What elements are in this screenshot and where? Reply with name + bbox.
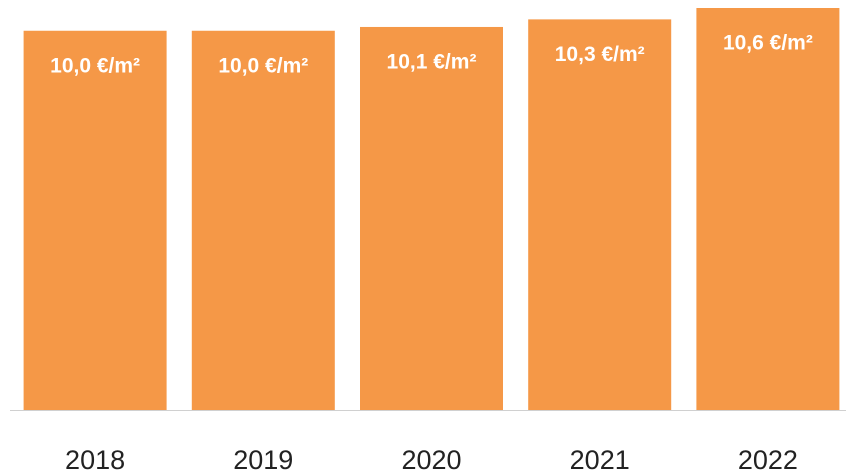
bar: [23, 30, 167, 410]
value-label: 10,1 €/m²: [387, 51, 477, 74]
bar: [528, 19, 672, 411]
x-tick-label: 2022: [738, 445, 798, 475]
value-label: 10,0 €/m²: [50, 54, 140, 77]
bar: [191, 30, 335, 410]
x-tick-label: 2020: [401, 445, 461, 475]
bar: [360, 26, 503, 410]
value-label: 10,6 €/m²: [723, 32, 813, 55]
bar: [696, 8, 840, 410]
x-tick-label: 2019: [233, 445, 293, 475]
x-tick-label: 2018: [65, 445, 125, 475]
value-label: 10,3 €/m²: [555, 43, 645, 66]
x-tick-label: 2021: [570, 445, 630, 475]
value-label: 10,0 €/m²: [218, 54, 308, 77]
